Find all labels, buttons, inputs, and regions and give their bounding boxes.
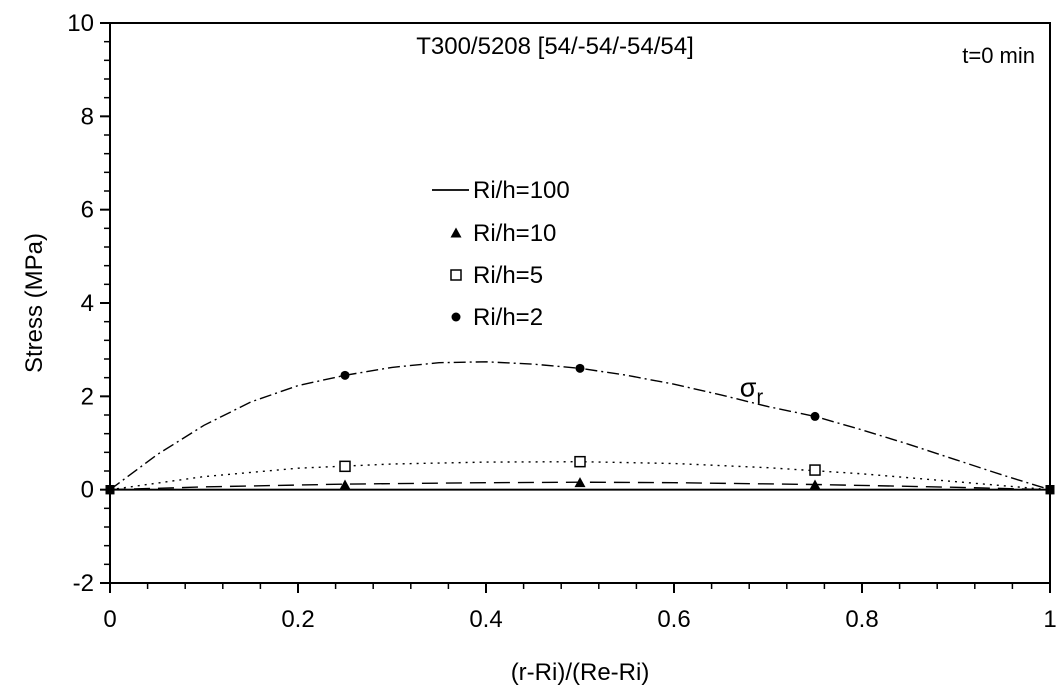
y-tick-label: 8	[81, 103, 94, 130]
legend-label: Ri/h=10	[473, 220, 556, 247]
plot-frame	[109, 22, 1051, 584]
legend-item: Ri/h=100	[432, 177, 570, 204]
x-tick-label: 0.8	[845, 606, 878, 633]
legend-label: Ri/h=2	[473, 304, 543, 331]
series-Ri/h=10	[105, 477, 1055, 495]
legend-marker-swatch	[450, 227, 462, 238]
x-tick-label: 0.4	[469, 606, 502, 633]
series-Ri/h=2	[105, 361, 1055, 495]
series-group	[105, 361, 1055, 495]
data-point	[810, 411, 820, 421]
y-axis-title: Stress (MPa)	[21, 233, 48, 373]
endpoint-marker	[105, 485, 115, 495]
series-line	[109, 460, 1051, 491]
legend-item: Ri/h=10	[450, 220, 556, 247]
x-tick-label: 0	[103, 606, 116, 633]
y-tick-label: -2	[73, 570, 94, 597]
chart-title: T300/5208 [54/-54/-54/54]	[416, 33, 694, 60]
ticks: 0 0.2 0.4 0.6 0.8 1 -2 0 2 4 6 8 10	[67, 10, 1056, 633]
y-tick-label: 6	[81, 197, 94, 224]
legend: Ri/h=100 Ri/h=10 Ri/h=5 Ri/h=2	[432, 177, 570, 331]
x-tick-label: 1	[1043, 606, 1056, 633]
axes	[109, 22, 1051, 584]
x-tick-label: 0.2	[281, 606, 314, 633]
data-point	[339, 460, 351, 473]
sigma-r-label-sub: r	[756, 386, 763, 408]
legend-label: Ri/h=100	[473, 177, 570, 204]
series-Ri/h=5	[105, 455, 1055, 495]
data-point	[340, 370, 350, 380]
data-point	[574, 477, 586, 488]
x-axis-title: (r-Ri)/(Re-Ri)	[511, 659, 650, 686]
data-point	[339, 479, 351, 490]
legend-marker-swatch	[450, 269, 462, 281]
data-point	[574, 455, 586, 468]
data-point	[809, 479, 821, 490]
sigma-r-label-base: σ	[740, 372, 757, 402]
x-tick-label: 0.6	[657, 606, 690, 633]
y-tick-label: 0	[81, 477, 94, 504]
data-point	[809, 464, 821, 476]
endpoint-marker	[1045, 485, 1055, 495]
legend-item: Ri/h=2	[451, 304, 543, 331]
sigma-r-label: σr	[740, 372, 764, 408]
y-tick-label: 10	[67, 10, 94, 37]
legend-label: Ri/h=5	[473, 262, 543, 289]
legend-item: Ri/h=5	[450, 262, 543, 289]
data-point	[575, 363, 585, 373]
legend-marker-swatch	[451, 312, 461, 322]
series-line	[109, 361, 1051, 491]
y-tick-label: 2	[81, 383, 94, 410]
y-tick-label: 4	[81, 290, 94, 317]
time-annotation: t=0 min	[962, 43, 1035, 68]
